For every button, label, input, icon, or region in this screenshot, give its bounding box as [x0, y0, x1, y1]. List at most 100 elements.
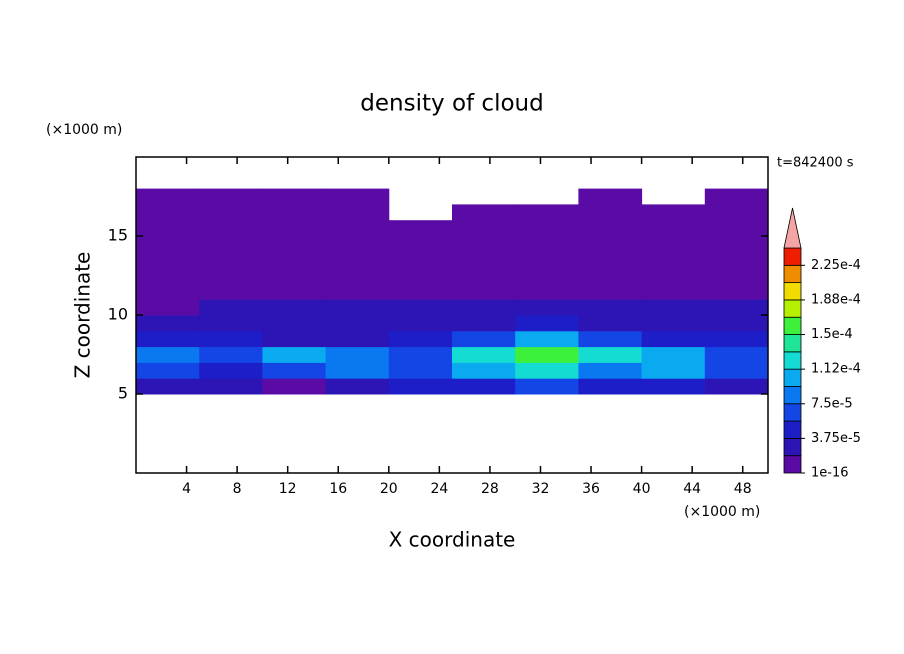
colorbar-band — [783, 334, 802, 353]
contour-cell — [388, 362, 453, 379]
contour-cell — [325, 267, 390, 284]
contour-cell — [136, 251, 200, 269]
contour-cell — [262, 330, 327, 348]
contour-cell — [515, 315, 579, 332]
contour-cell — [704, 315, 769, 332]
x-tick-label: 28 — [481, 481, 499, 497]
chart-title: density of cloud — [360, 91, 543, 117]
contour-cell — [515, 204, 579, 221]
contour-cell — [515, 251, 579, 269]
contour-cell — [452, 283, 516, 300]
x-axis-title: X coordinate — [389, 528, 516, 552]
x-tick-label: 48 — [734, 481, 752, 497]
contour-cell — [325, 251, 390, 269]
contour-cell — [388, 330, 453, 348]
x-tick-label: 12 — [279, 481, 297, 497]
contour-cell — [262, 251, 327, 269]
contour-cell — [199, 236, 263, 253]
contour-cell — [325, 204, 390, 221]
contour-cell — [704, 204, 769, 221]
colorbar-band — [783, 299, 802, 318]
contour-cell — [704, 378, 769, 395]
contour-cell — [136, 283, 200, 300]
contour-cell — [578, 251, 643, 269]
contour-cell — [388, 283, 453, 300]
contour-cell — [136, 220, 200, 237]
contour-cell — [452, 267, 516, 284]
x-tick-label: 16 — [329, 481, 347, 497]
colorbar-label: 1.5e-4 — [811, 327, 853, 342]
contour-cell — [136, 267, 200, 284]
contour-cell — [578, 236, 643, 253]
contour-cell — [578, 315, 643, 332]
contour-cell — [578, 220, 643, 237]
contour-cell — [199, 299, 263, 316]
contour-cell — [578, 283, 643, 300]
contour-cell — [262, 220, 327, 237]
contour-cell — [641, 378, 706, 395]
colorbar-band — [783, 368, 802, 387]
contour-cell — [325, 378, 390, 395]
contour-cell — [578, 346, 643, 363]
contour-cell — [199, 346, 263, 363]
contour-cell — [325, 220, 390, 237]
x-tick-label: 40 — [633, 481, 651, 497]
contour-cell — [578, 330, 643, 348]
contour-cell — [136, 362, 200, 379]
contour-cell — [199, 283, 263, 300]
contour-cell — [704, 362, 769, 379]
contour-cell — [262, 346, 327, 363]
contour-cell — [262, 236, 327, 253]
contour-cell — [641, 204, 706, 221]
contour-cell — [452, 251, 516, 269]
colorbar-label: 1.88e-4 — [811, 292, 861, 307]
colorbar-label: 7.5e-5 — [811, 396, 853, 411]
contour-cell — [515, 220, 579, 237]
contour-cell — [578, 188, 643, 205]
contour-cell — [262, 283, 327, 300]
colorbar-band — [783, 316, 802, 335]
colorbar-label: 3.75e-5 — [811, 431, 861, 446]
y-axis-title: Z coordinate — [71, 252, 95, 379]
x-tick-label: 8 — [233, 481, 242, 497]
colorbar-band — [783, 264, 802, 284]
x-tick-label: 4 — [182, 481, 191, 497]
contour-cell — [325, 330, 390, 348]
contour-cell — [452, 299, 516, 316]
contour-cell — [325, 362, 390, 379]
contour-cell — [199, 362, 263, 379]
contour-cell — [704, 220, 769, 237]
contour-cell — [641, 220, 706, 237]
contour-cell — [578, 267, 643, 284]
contour-cell — [199, 267, 263, 284]
contour-cell — [388, 346, 453, 363]
colorbar-band — [783, 386, 802, 405]
contour-cell — [136, 315, 200, 332]
contour-cell — [325, 315, 390, 332]
contour-cell — [262, 267, 327, 284]
contour-cell — [388, 378, 453, 395]
contour-cell — [641, 267, 706, 284]
contour-cell — [578, 378, 643, 395]
contour-cell — [452, 220, 516, 237]
colorbar-band — [783, 437, 802, 457]
contour-cell — [452, 362, 516, 379]
contour-cell — [641, 251, 706, 269]
contour-cell — [641, 330, 706, 348]
contour-cell — [199, 315, 263, 332]
y-tick-label: 10 — [108, 305, 128, 324]
contour-cell — [704, 251, 769, 269]
x-unit: (×1000 m) — [684, 504, 760, 520]
contour-cell — [704, 346, 769, 363]
contour-cell — [515, 283, 579, 300]
contour-cell — [325, 299, 390, 316]
contour-cell — [704, 188, 769, 205]
contour-cell — [515, 330, 579, 348]
contour-cell — [704, 330, 769, 348]
contour-cell — [136, 330, 200, 348]
contour-cell — [136, 188, 200, 205]
x-tick-label: 44 — [683, 481, 701, 497]
contour-cell — [388, 251, 453, 269]
y-tick-label: 5 — [118, 384, 128, 403]
